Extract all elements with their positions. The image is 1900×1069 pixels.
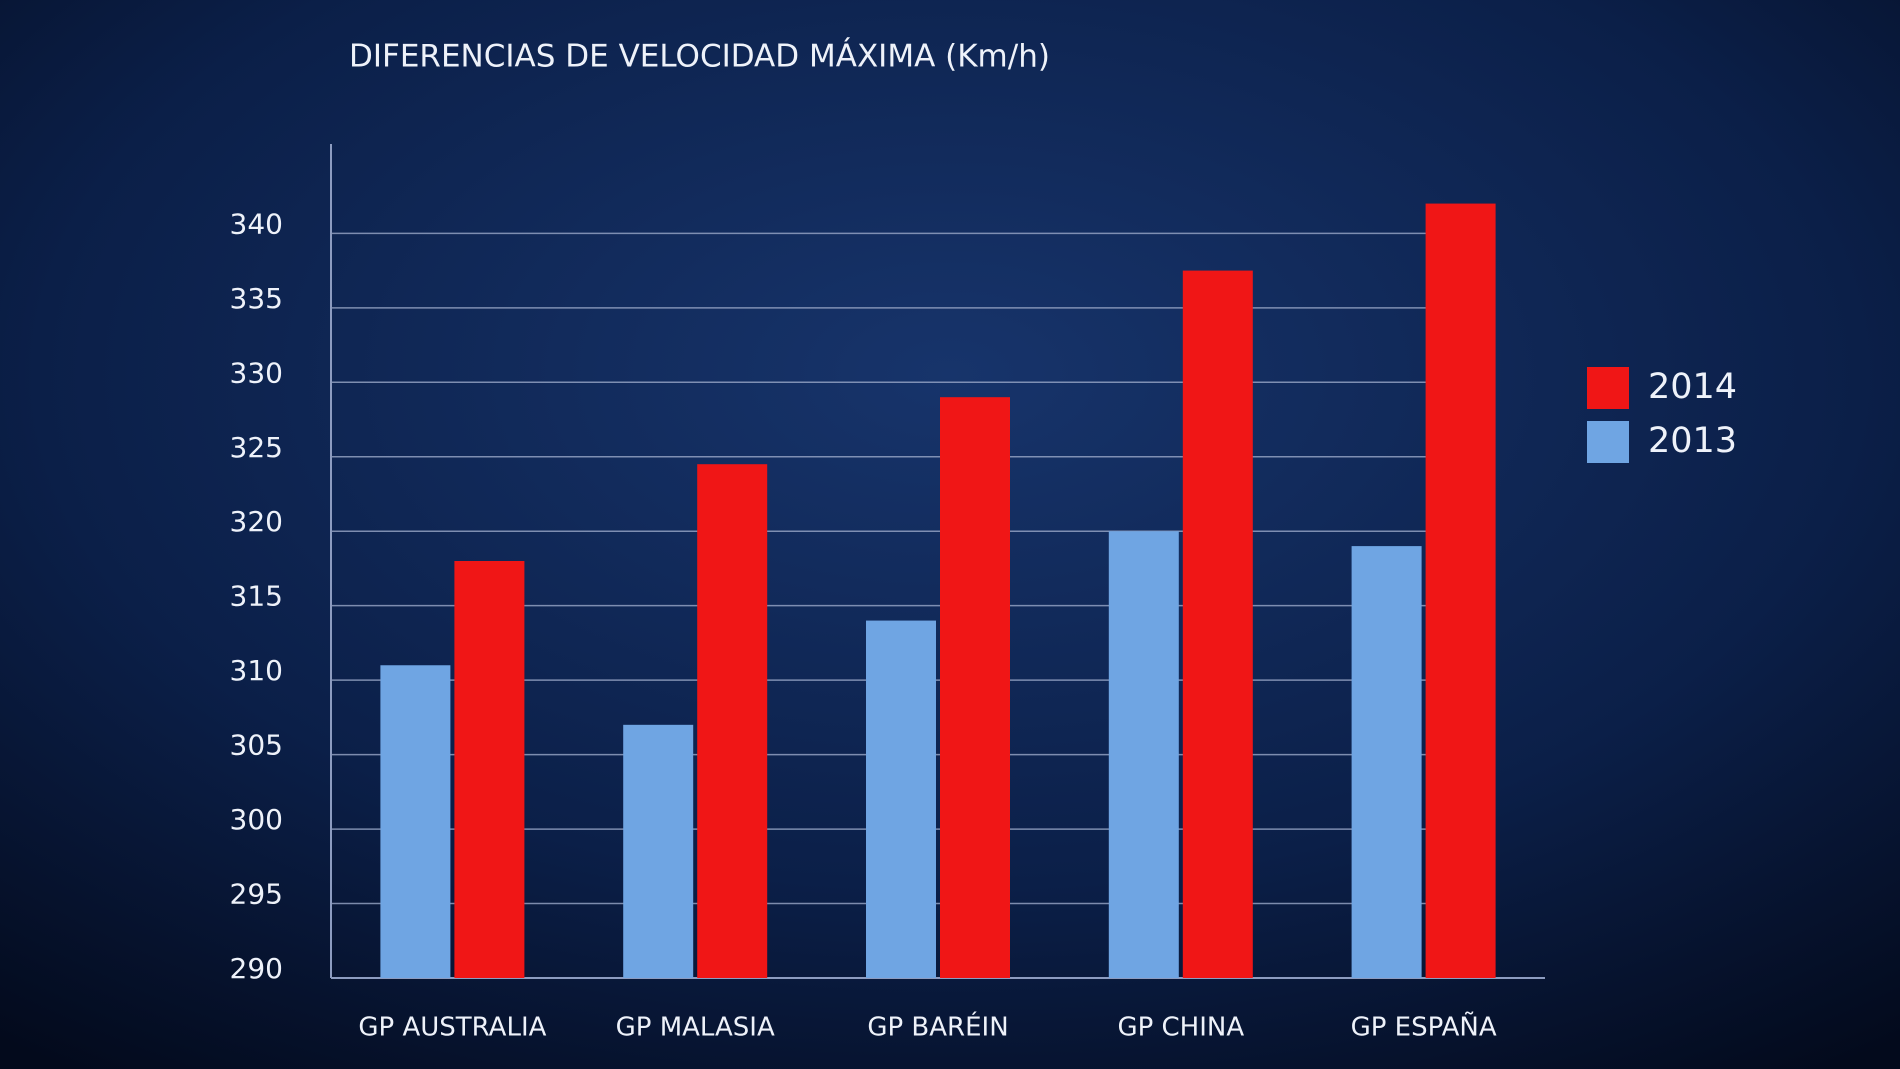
- y-tick-label: 335: [230, 282, 283, 315]
- bar: [1351, 546, 1422, 978]
- legend-label: 2014: [1648, 367, 1737, 407]
- y-tick-label: 340: [230, 207, 283, 240]
- x-tick-label: GP MALASIA: [616, 1013, 775, 1043]
- bar: [866, 620, 936, 978]
- x-tick-label: GP BARÉIN: [867, 1011, 1008, 1043]
- x-tick-label: GP ESPAÑA: [1351, 1011, 1497, 1043]
- bar: [697, 464, 768, 979]
- bar: [940, 397, 1010, 978]
- y-tick-label: 300: [230, 803, 283, 836]
- chart-title: DIFERENCIAS DE VELOCIDAD MÁXIMA (Km/h): [349, 39, 1050, 75]
- legend-swatch: [1587, 367, 1629, 409]
- bar: [1425, 203, 1496, 979]
- y-tick-label: 310: [230, 654, 283, 687]
- bar: [1182, 270, 1253, 978]
- y-tick-label: 330: [230, 356, 283, 389]
- x-tick-label: GP AUSTRALIA: [358, 1013, 546, 1043]
- y-tick-label: 290: [230, 952, 283, 985]
- y-tick-label: 325: [230, 431, 283, 464]
- legend-label: 2013: [1648, 421, 1737, 461]
- x-tick-label: GP CHINA: [1117, 1013, 1244, 1043]
- y-tick-label: 305: [230, 729, 283, 762]
- legend-swatch: [1587, 421, 1629, 463]
- bar: [1108, 531, 1179, 978]
- y-tick-label: 315: [230, 580, 283, 613]
- bar: [380, 665, 451, 978]
- y-tick-label: 295: [230, 878, 283, 911]
- y-tick-label: 320: [230, 505, 283, 538]
- bar: [454, 561, 525, 978]
- bar: [623, 724, 694, 978]
